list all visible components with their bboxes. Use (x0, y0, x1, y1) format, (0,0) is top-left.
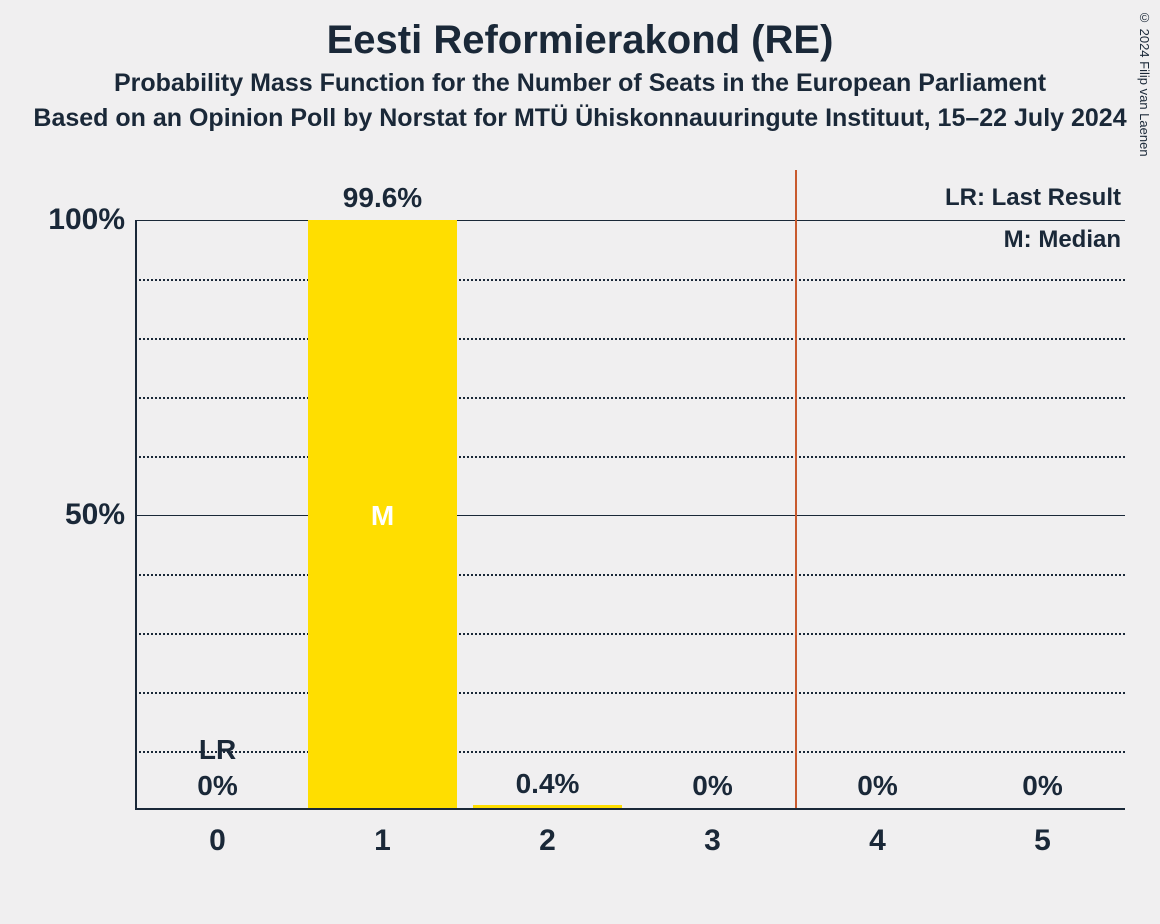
bar-value-label: 0.4% (516, 768, 580, 800)
legend-m: M: Median (945, 226, 1121, 254)
gridline-minor (135, 456, 1125, 458)
bar-value-label: 0% (1022, 770, 1062, 802)
bar-value-label: 0% (197, 770, 237, 802)
legend-lr: LR: Last Result (945, 184, 1121, 212)
gridline-major (135, 515, 1125, 516)
x-tick-label: 4 (869, 824, 886, 858)
x-tick-label: 5 (1034, 824, 1051, 858)
chart-subtitle-1: Probability Mass Function for the Number… (0, 69, 1160, 98)
x-axis (135, 808, 1125, 810)
gridline-minor (135, 397, 1125, 399)
chart-area: LR: Last Result M: Median 0%99.6%0.4%0%0… (135, 220, 1125, 810)
bar-value-label: 0% (857, 770, 897, 802)
y-tick-label: 50% (65, 498, 125, 532)
chart-title: Eesti Reformierakond (RE) (0, 18, 1160, 63)
legend: LR: Last Result M: Median (945, 184, 1121, 268)
x-tick-label: 0 (209, 824, 226, 858)
gridline-minor (135, 692, 1125, 694)
x-tick-label: 2 (539, 824, 556, 858)
gridline-minor (135, 338, 1125, 340)
confidence-line (795, 170, 797, 810)
title-block: Eesti Reformierakond (RE) Probability Ma… (0, 0, 1160, 133)
bar-value-label: 99.6% (343, 182, 422, 214)
lr-marker: LR (199, 734, 236, 766)
median-marker: M (371, 500, 394, 532)
chart-subtitle-2: Based on an Opinion Poll by Norstat for … (0, 104, 1160, 133)
gridline-minor (135, 633, 1125, 635)
x-tick-label: 3 (704, 824, 721, 858)
copyright-text: © 2024 Filip van Laenen (1137, 10, 1152, 157)
gridline-minor (135, 751, 1125, 753)
gridline-minor (135, 574, 1125, 576)
gridline-minor (135, 279, 1125, 281)
y-tick-label: 100% (48, 203, 125, 237)
y-axis (135, 220, 137, 810)
x-tick-label: 1 (374, 824, 391, 858)
bar-value-label: 0% (692, 770, 732, 802)
gridline-major (135, 220, 1125, 221)
